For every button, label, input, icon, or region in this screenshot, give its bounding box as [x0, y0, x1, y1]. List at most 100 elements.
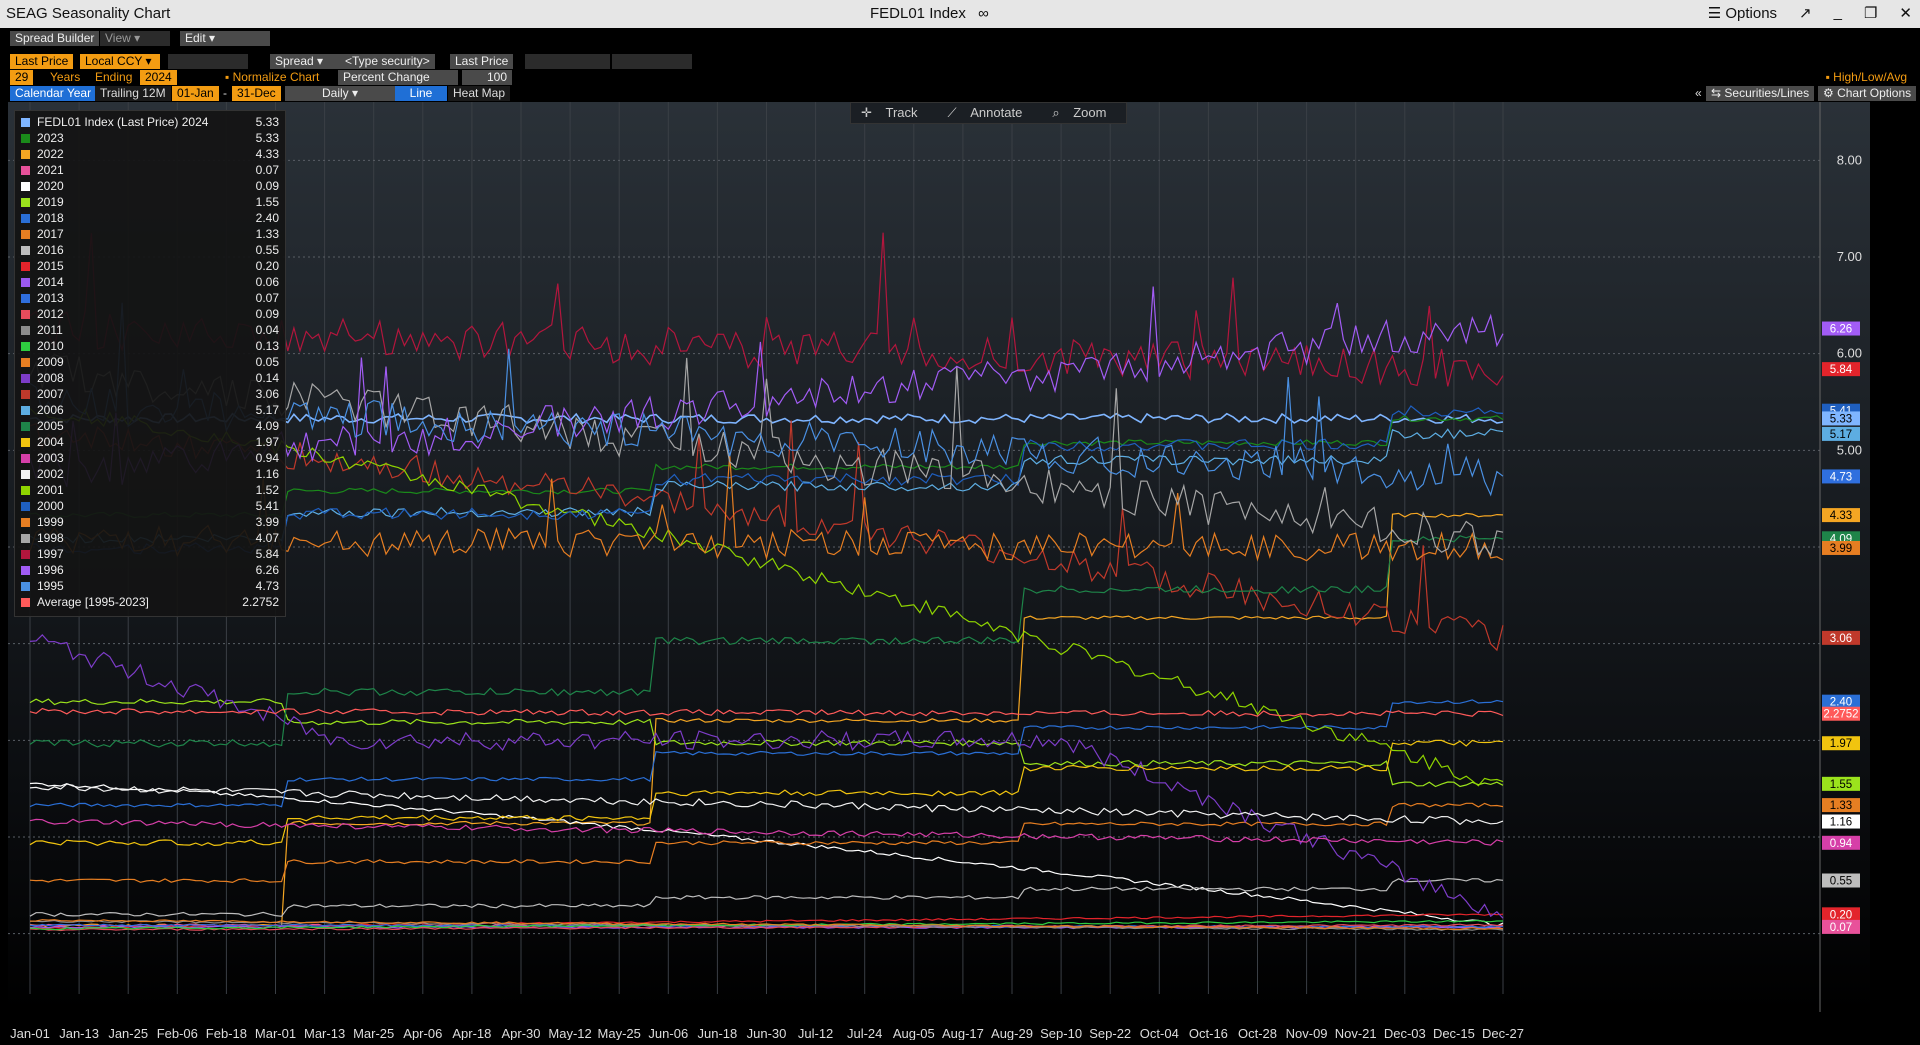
legend-item[interactable]: 2012 0.09	[21, 307, 279, 323]
spread-builder-button[interactable]: Spread Builder	[10, 31, 100, 46]
normalize-label: Normalize Chart	[232, 70, 320, 84]
minimize-icon[interactable]: _	[1833, 4, 1842, 21]
legend-item[interactable]: 2020 0.09	[21, 179, 279, 195]
normalize-checkbox[interactable]: ▪ Normalize Chart	[225, 70, 320, 84]
legend-item[interactable]: 2004 1.97	[21, 435, 279, 451]
legend-item[interactable]: 2001 1.52	[21, 483, 279, 499]
legend-label: 2006	[37, 403, 64, 417]
zoom-tool[interactable]: ⌕ Zoom	[1042, 103, 1126, 123]
options-menu[interactable]: ☰ Options	[1707, 5, 1778, 22]
y-tick-label: 7.00	[1837, 249, 1862, 264]
currency-select[interactable]: Local CCY ▾	[80, 54, 160, 69]
to-date-input[interactable]: 31-Dec	[232, 86, 281, 101]
base-value-input[interactable]: 100	[462, 70, 512, 85]
legend-swatch	[21, 198, 30, 207]
legend-value: 0.14	[255, 371, 279, 385]
chart-area[interactable]: 8.00 7.00 6.00 5.00 6.26 5.84 5.41 5.33 5.17 4.7…	[8, 102, 1920, 1041]
link-icon[interactable]: ∞	[978, 5, 989, 22]
legend-label: 2008	[37, 371, 64, 385]
field2-select[interactable]: Last Price	[450, 54, 514, 69]
legend-item[interactable]: 2010 0.13	[21, 339, 279, 355]
legend-item[interactable]: FEDL01 Index (Last Price) 2024 5.33	[21, 115, 279, 131]
legend-item[interactable]: 2018 2.40	[21, 211, 279, 227]
legend-item[interactable]: 2014 0.06	[21, 275, 279, 291]
close-icon[interactable]: ✕	[1899, 5, 1912, 22]
calendar-year-button[interactable]: Calendar Year	[10, 86, 97, 101]
options-label: Options	[1725, 5, 1778, 22]
series-line	[29, 783, 1504, 826]
blank-select-2[interactable]	[525, 54, 610, 69]
x-tick-label: Dec-27	[1482, 1026, 1524, 1040]
track-tool[interactable]: ✛ Track	[851, 103, 938, 123]
legend-item[interactable]: Average [1995-2023] 2.2752	[21, 595, 279, 611]
legend-swatch	[21, 342, 30, 351]
field-select[interactable]: Last Price	[10, 54, 74, 69]
frequency-select[interactable]: Daily ▾	[285, 86, 395, 101]
years-count-input[interactable]: 29	[10, 70, 34, 85]
legend-label: 2004	[37, 435, 64, 449]
heat-map-button[interactable]: Heat Map	[448, 86, 511, 101]
chart-options-button[interactable]: ⚙ Chart Options	[1818, 86, 1917, 101]
legend-item[interactable]: 1995 4.73	[21, 579, 279, 595]
normalize-mode-select[interactable]: Percent Change	[338, 70, 458, 85]
last-value-text: 5.17	[1830, 429, 1852, 441]
legend-label: 1998	[37, 531, 64, 545]
series-line	[29, 698, 1504, 788]
legend-item[interactable]: 2019 1.55	[21, 195, 279, 211]
last-value-badge	[1822, 814, 1860, 829]
popout-icon[interactable]: ↗	[1799, 5, 1812, 22]
from-date-input[interactable]: 01-Jan	[172, 86, 219, 101]
ending-label: Ending	[95, 70, 133, 84]
annotate-tool[interactable]: ⟋ Annotate	[938, 103, 1043, 123]
last-value-text: 0.07	[1830, 922, 1852, 934]
edit-menu[interactable]: Edit ▾	[180, 31, 270, 46]
legend-item[interactable]: 1999 3.99	[21, 515, 279, 531]
legend-item[interactable]: 2000 5.41	[21, 499, 279, 515]
x-tick-label: Jan-25	[108, 1026, 148, 1040]
high-low-avg-toggle[interactable]: ▪ High/Low/Avg	[1825, 70, 1907, 84]
legend-item[interactable]: 1998 4.07	[21, 531, 279, 547]
legend-item[interactable]: 2022 4.33	[21, 147, 279, 163]
blank-select-3[interactable]	[612, 54, 692, 69]
legend-value: 5.17	[255, 403, 279, 417]
legend-item[interactable]: 2008 0.14	[21, 371, 279, 387]
legend-item[interactable]: 2017 1.33	[21, 227, 279, 243]
legend-swatch	[21, 262, 30, 271]
ending-year-input[interactable]: 2024	[140, 70, 177, 85]
series-line	[29, 919, 1504, 931]
legend-item[interactable]: 2007 3.06	[21, 387, 279, 403]
last-value-text: 1.33	[1830, 800, 1852, 812]
last-value-badge	[1822, 540, 1860, 555]
securities-lines-button[interactable]: ⇆ Securities/Lines	[1706, 86, 1815, 101]
collapse-icon[interactable]: «	[1695, 86, 1702, 100]
spread-select[interactable]: Spread ▾	[270, 54, 340, 69]
legend-swatch	[21, 518, 30, 527]
legend-item[interactable]: 1997 5.84	[21, 547, 279, 563]
legend-swatch	[21, 118, 30, 127]
legend-item[interactable]: 2015 0.20	[21, 259, 279, 275]
view-menu[interactable]: View ▾	[100, 31, 170, 46]
legend-item[interactable]: 2005 4.09	[21, 419, 279, 435]
legend-label: 1995	[37, 579, 64, 593]
legend-swatch	[21, 150, 30, 159]
trailing-12m-button[interactable]: Trailing 12M	[95, 86, 171, 101]
x-tick-label: Feb-18	[206, 1026, 247, 1040]
legend-item[interactable]: 1996 6.26	[21, 563, 279, 579]
legend-item[interactable]: 2021 0.07	[21, 163, 279, 179]
legend-item[interactable]: 2003 0.94	[21, 451, 279, 467]
line-view-button[interactable]: Line	[395, 86, 447, 101]
legend-item[interactable]: 2016 0.55	[21, 243, 279, 259]
legend-swatch	[21, 214, 30, 223]
legend-item[interactable]: 2011 0.04	[21, 323, 279, 339]
toolbar: Spread Builder View ▾ Edit ▾ Last Price …	[0, 28, 1920, 102]
security-input[interactable]: <Type security>	[340, 54, 435, 69]
legend-item[interactable]: 2013 0.07	[21, 291, 279, 307]
seasonality-chart[interactable]: 8.00 7.00 6.00 5.00 6.26 5.84 5.41 5.33 5.17 4.7…	[8, 102, 1920, 1041]
legend-item[interactable]: 2023 5.33	[21, 131, 279, 147]
restore-icon[interactable]: ❐	[1863, 5, 1878, 22]
legend-item[interactable]: 2009 0.05	[21, 355, 279, 371]
legend-swatch	[21, 438, 30, 447]
blank-select-1[interactable]	[168, 54, 248, 69]
legend-item[interactable]: 2002 1.16	[21, 467, 279, 483]
legend-item[interactable]: 2006 5.17	[21, 403, 279, 419]
